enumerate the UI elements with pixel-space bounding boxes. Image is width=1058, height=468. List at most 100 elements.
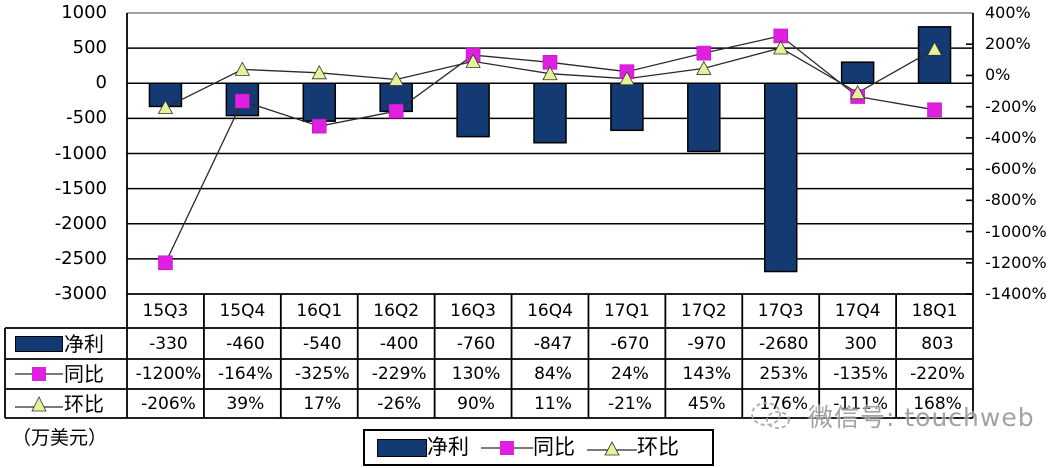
triangle-marker-icon: [157, 99, 174, 115]
table-value-cell: -135%: [833, 364, 888, 384]
bar-17Q1: [610, 82, 644, 132]
table-header-cell: 16Q1: [296, 301, 343, 321]
left-axis-tick-label: -500: [66, 107, 107, 129]
table-header-cell: 17Q4: [834, 301, 881, 321]
table-value-cell: 143%: [682, 364, 732, 384]
chart-legend: 净利 同比 环比: [363, 429, 714, 466]
right-axis-tick-label: 400%: [985, 3, 1031, 22]
table-header-cell: 17Q3: [757, 301, 804, 321]
right-axis-tick-label: -400%: [985, 127, 1037, 147]
left-axis-tick-label: 0: [95, 72, 107, 94]
triangle-marker-icon: [465, 53, 481, 68]
left-axis-tick-label: 500: [72, 37, 107, 59]
wechat-icon: [751, 402, 790, 429]
square-marker-icon: [158, 255, 173, 271]
row-label-text: 净利: [64, 331, 104, 356]
legend-label: 同比: [533, 435, 575, 459]
legend-label: 净利: [427, 435, 469, 459]
table-value-cell: -164%: [217, 364, 273, 384]
table-value-cell: -460: [226, 333, 265, 354]
table-value-cell: -540: [302, 333, 342, 354]
table-value-cell: -847: [533, 333, 573, 354]
unit-label: （万美元）: [12, 427, 108, 449]
table-value-cell: -21%: [607, 393, 652, 414]
left-axis-tick-label: 1000: [61, 2, 107, 23]
right-axis-tick-label: -200%: [985, 96, 1037, 116]
table-header-cell: 15Q4: [219, 301, 266, 321]
table-value-cell: 176%: [759, 393, 809, 414]
left-axis-tick-label: -3000: [54, 283, 107, 304]
left-axis-tick-label: -1500: [54, 177, 107, 199]
right-axis-tick-label: -1000%: [985, 221, 1047, 241]
table-value-cell: 253%: [759, 364, 809, 384]
row-label-yoy: 同比: [5, 359, 127, 389]
table-value-cell: 803: [921, 333, 954, 354]
triangle-marker-icon: [234, 61, 251, 76]
table-value-cell: 17%: [303, 393, 342, 414]
square-marker-icon: [311, 118, 327, 134]
triangle-marker-icon: [587, 440, 637, 455]
legend-item-qoq: 环比: [587, 437, 679, 458]
table-value-cell: 11%: [534, 393, 572, 414]
row-label-text: 环比: [64, 391, 104, 416]
table-value-cell: -670: [610, 333, 650, 354]
table-value-cell: 84%: [534, 364, 572, 384]
right-axis-tick-label: -1400%: [985, 284, 1047, 303]
triangle-marker-icon: [849, 84, 866, 100]
square-marker-icon: [696, 45, 712, 61]
table-value-cell: -206%: [141, 393, 196, 414]
watermark: 微信号: touchweb: [748, 398, 1035, 434]
table-header-cell: 17Q2: [680, 301, 727, 321]
right-axis-tick-label: -800%: [985, 190, 1037, 210]
right-axis-tick-label: 200%: [985, 34, 1031, 54]
table-value-cell: -400: [379, 333, 419, 354]
table-value-cell: 90%: [457, 393, 495, 414]
bar-16Q4: [533, 82, 567, 144]
legend-item-yoy: 同比: [481, 437, 575, 458]
watermark-text: 微信号: touchweb: [808, 403, 1035, 432]
right-axis-tick-label: -1200%: [985, 252, 1047, 272]
square-marker-icon: [235, 93, 250, 109]
table-value-cell: -111%: [833, 393, 888, 414]
table-value-cell: -325%: [294, 364, 350, 384]
row-label-text: 同比: [64, 362, 104, 386]
legend-item-net-profit: 净利: [377, 437, 469, 458]
table-header-cell: 15Q3: [142, 301, 189, 321]
triangle-marker-icon: [388, 71, 404, 86]
table-value-cell: 24%: [611, 364, 649, 384]
table-header-cell: 17Q1: [603, 301, 650, 321]
table-value-cell: -970: [687, 333, 727, 354]
table-value-cell: 300: [844, 333, 877, 354]
table-value-cell: -26%: [377, 393, 422, 414]
left-axis-tick-label: -2500: [54, 247, 107, 269]
bar-17Q2: [687, 82, 721, 153]
table-value-cell: 130%: [451, 364, 501, 384]
right-axis-tick-label: 0%: [985, 65, 1011, 85]
bar-swatch-icon: [377, 438, 427, 457]
table-value-cell: -229%: [371, 364, 427, 384]
legend-label: 环比: [637, 435, 679, 459]
bar-16Q3: [456, 82, 490, 138]
left-axis-tick-label: -2000: [54, 212, 107, 234]
triangle-marker-icon: [696, 60, 712, 75]
square-marker-icon: [481, 440, 533, 455]
table-header-cell: 16Q2: [373, 301, 420, 321]
table-value-cell: 168%: [913, 393, 962, 414]
bar-swatch-icon: [15, 335, 63, 352]
triangle-marker-icon: [15, 395, 63, 411]
triangle-marker-icon: [926, 41, 943, 56]
table-value-cell: -1200%: [135, 364, 202, 384]
table-value-cell: -220%: [910, 364, 965, 384]
triangle-marker-icon: [619, 70, 635, 86]
table-header-cell: 16Q3: [450, 301, 496, 321]
row-label-qoq: 环比: [5, 389, 127, 418]
table-header-cell: 16Q4: [527, 301, 573, 321]
right-axis-tick-label: -600%: [985, 159, 1037, 179]
square-marker-icon: [388, 103, 404, 119]
square-marker-icon: [927, 102, 942, 118]
table-value-cell: -330: [149, 333, 188, 354]
bar-17Q4: [840, 61, 875, 84]
triangle-marker-icon: [773, 40, 789, 55]
triangle-marker-icon: [311, 64, 327, 80]
